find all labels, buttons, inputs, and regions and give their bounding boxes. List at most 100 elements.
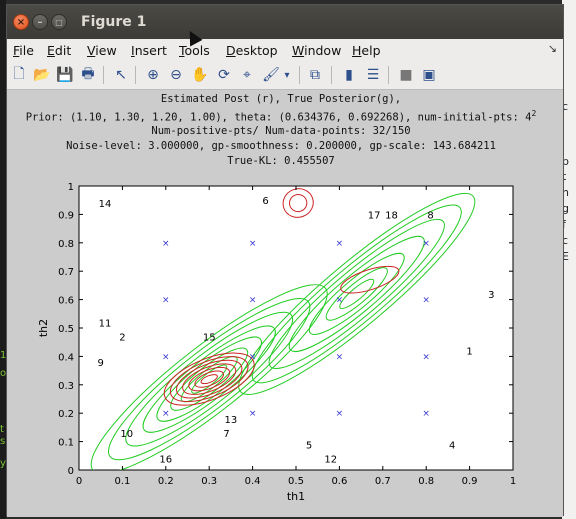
data-point-2: × [336, 239, 344, 249]
title-bar[interactable]: × – □ Figure 1 [7, 5, 563, 39]
data-point-5: × [249, 296, 257, 306]
x-tick-label-0: 0 [76, 476, 82, 487]
menu-tools[interactable]: Tools [179, 43, 210, 58]
estimated-posterior-contour-0-5 [169, 356, 249, 403]
true-posterior-contour-1-0 [339, 278, 375, 310]
x-tick-label-5: 0.5 [288, 476, 304, 487]
point-label-9: 9 [98, 358, 104, 369]
figure-title-superscript: 2 [531, 109, 537, 118]
save-icon[interactable]: 💾 [56, 67, 74, 83]
y-tick-label-5: 0.5 [58, 324, 74, 335]
menu-bar: File Edit View Insert Tools Desktop Wind… [7, 39, 563, 61]
menu-window[interactable]: Window [292, 43, 342, 58]
figure-title-line-5: True-KL: 0.455507 [227, 155, 335, 167]
menu-help[interactable]: Help [352, 43, 381, 58]
zoom-in-icon[interactable]: ⊕ [147, 67, 159, 83]
data-point-0: × [162, 239, 170, 249]
y-tick-label-10: 1 [68, 182, 74, 193]
new-figure-icon[interactable]: 🗋 [13, 66, 25, 82]
estimated-posterior-contour-0-2 [188, 366, 231, 392]
menu-overflow-icon[interactable]: ↘ [547, 42, 557, 55]
estimated-posterior-contour-1-0 [340, 265, 400, 294]
figure-title-line-4: Noise-level: 3.000000, gp-smoothness: 0.… [66, 140, 496, 152]
close-window-button[interactable]: × [13, 14, 29, 30]
brush-icon[interactable]: 🖌 [262, 67, 280, 83]
link-plot-icon[interactable]: ⧉ [310, 67, 320, 83]
y-tick-label-9: 0.9 [58, 210, 74, 221]
point-label-5: 5 [306, 440, 312, 451]
data-point-12: × [162, 409, 170, 419]
legend-icon[interactable]: ☰ [366, 67, 380, 83]
estimated-posterior-contour-0-6 [163, 352, 255, 406]
estimated-posterior-contour-0-0 [200, 374, 218, 385]
estimated-posterior-contour-2-1 [282, 188, 314, 218]
data-point-11: × [422, 352, 430, 362]
true-posterior-contour-1-1 [325, 267, 388, 321]
x-tick-label-10: 1 [510, 476, 516, 487]
true-posterior-contour-1-5 [251, 204, 462, 384]
data-point-7: × [422, 296, 430, 306]
point-label-7: 7 [223, 429, 229, 440]
menu-file[interactable]: File [13, 43, 34, 58]
y-tick-label-7: 0.7 [58, 267, 74, 278]
point-label-10: 10 [120, 429, 133, 440]
print-icon[interactable]: 🖶 [81, 66, 95, 82]
figure-title-line-3: Num-positive-pts/ Num-data-points: 32/15… [151, 125, 411, 137]
data-cursor-icon[interactable]: ⌖ [243, 67, 251, 83]
rotate-3d-icon[interactable]: ⟳ [218, 67, 230, 83]
data-point-14: × [336, 409, 344, 419]
y-tick-label-4: 0.4 [58, 352, 74, 363]
menu-insert[interactable]: Insert [131, 43, 167, 58]
menu-desktop[interactable]: Desktop [226, 43, 278, 58]
zoom-out-icon[interactable]: ⊖ [170, 67, 182, 83]
point-label-1: 1 [466, 347, 472, 358]
x-tick-label-3: 0.3 [201, 476, 217, 487]
point-label-18: 18 [385, 210, 398, 221]
data-point-10: × [336, 352, 344, 362]
estimated-posterior-contour-0-3 [182, 363, 237, 395]
figure-canvas: Estimated Post (r), True Posterior(g), P… [7, 90, 563, 517]
menu-view[interactable]: View [87, 43, 117, 58]
point-label-2: 2 [119, 333, 125, 344]
x-tick-label-2: 0.2 [158, 476, 174, 487]
true-posterior-contour-0-4 [142, 325, 276, 433]
point-label-13: 13 [225, 415, 238, 426]
true-posterior-contour-0-3 [156, 336, 262, 422]
y-tick-label-6: 0.6 [58, 296, 74, 307]
point-label-6: 6 [262, 196, 268, 207]
x-tick-label-4: 0.4 [245, 476, 261, 487]
figure-title-line-2: Prior: (1.10, 1.30, 1.20, 1.00), theta: … [25, 109, 537, 124]
menu-edit[interactable]: Edit [47, 43, 72, 58]
data-point-3: × [422, 239, 430, 249]
point-label-3: 3 [488, 290, 494, 301]
true-posterior-contour-0-6 [107, 297, 311, 461]
open-file-icon[interactable]: 📂 [33, 67, 51, 83]
x-axis-label: th1 [287, 490, 305, 503]
point-label-4: 4 [449, 440, 455, 451]
true-posterior-contour-1-3 [288, 235, 425, 352]
brush-dropdown-icon[interactable]: ▾ [284, 69, 290, 81]
hide-plot-tools-icon[interactable]: ■ [399, 67, 413, 83]
data-point-15: × [422, 409, 430, 419]
y-tick-label-8: 0.8 [58, 239, 74, 250]
edit-plot-arrow-icon[interactable]: ↖ [115, 67, 127, 83]
estimated-posterior-contour-2-0 [289, 194, 308, 213]
figure-title-line-1: Estimated Post (r), True Posterior(g), [160, 93, 402, 105]
window-title: Figure 1 [81, 14, 147, 30]
true-posterior-contour-1-4 [268, 218, 445, 370]
show-plot-tools-icon[interactable]: ▣ [422, 67, 436, 83]
figure-window: × – □ Figure 1 File Edit View Insert Too… [6, 4, 564, 517]
point-label-15: 15 [203, 333, 216, 344]
plot-area [78, 185, 514, 471]
data-point-4: × [162, 296, 170, 306]
contour-layer [90, 188, 476, 470]
y-tick-label-1: 0.1 [58, 438, 74, 449]
maximize-window-button[interactable]: □ [51, 14, 67, 30]
minimize-window-button[interactable]: – [32, 14, 48, 30]
figure-toolbar: 🗋 📂 💾 🖶 ↖ ⊕ ⊖ ✋ ⟳ ⌖ 🖌 ▾ ⧉ ▮ ☰ ■ ▣ [7, 61, 563, 90]
colorbar-icon[interactable]: ▮ [345, 67, 353, 83]
pan-hand-icon[interactable]: ✋ [191, 67, 209, 83]
x-tick-label-9: 0.9 [462, 476, 478, 487]
